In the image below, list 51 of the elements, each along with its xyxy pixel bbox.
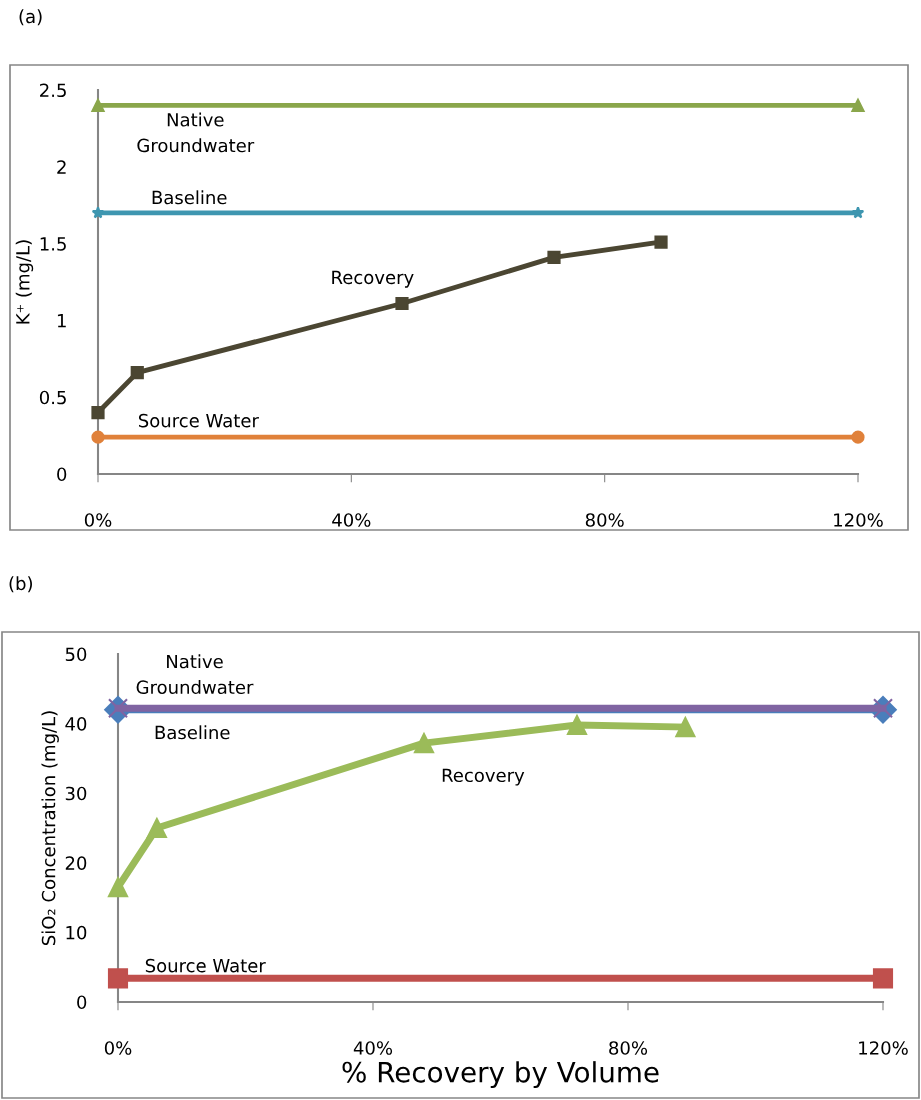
y-tick-label: 1 — [57, 314, 66, 328]
y-tick-label: 30 — [65, 786, 87, 801]
point — [91, 405, 105, 420]
point — [851, 98, 865, 112]
y-tick-label: 40 — [65, 717, 87, 731]
y-tick-label: 2 — [57, 160, 66, 174]
y-tick-label: 0.5 — [39, 390, 66, 405]
point — [107, 968, 129, 989]
point — [130, 366, 144, 380]
y-tick-label: 1.5 — [40, 237, 66, 251]
point — [547, 250, 561, 265]
point — [107, 877, 129, 898]
y-tick-label: 0 — [77, 995, 87, 1010]
series-label: Baseline — [155, 725, 230, 740]
series-label: Source Water — [145, 958, 266, 973]
point — [566, 714, 588, 736]
series-label: Native Groundwater — [136, 654, 254, 695]
point — [91, 206, 105, 219]
x-tick-label: 80% — [609, 1041, 648, 1055]
series-label: Source Water — [138, 413, 259, 428]
x-tick-label: 40% — [353, 1041, 393, 1055]
point — [91, 98, 105, 112]
x-tick-label: 40% — [332, 513, 371, 527]
chart-title: (b) — [9, 576, 32, 593]
y-tick-label: 50 — [65, 647, 87, 662]
point — [413, 733, 435, 754]
point — [872, 968, 894, 989]
y-axis-title: K⁺ (mg/L) — [15, 240, 34, 324]
y-axis-title: SiO₂ Concentration (mg/L) — [41, 711, 59, 946]
x-tick-label: 120% — [859, 1041, 908, 1055]
point — [851, 430, 865, 444]
chart-title: (a) — [19, 9, 42, 26]
series-label: Recovery — [332, 270, 414, 288]
point — [675, 717, 696, 738]
series-label: Native Groundwater — [137, 112, 255, 153]
y-tick-label: 10 — [66, 925, 87, 940]
point — [851, 206, 865, 219]
series-label: Recovery — [442, 768, 525, 786]
point — [395, 296, 409, 311]
point — [91, 430, 105, 444]
y-tick-label: 2.5 — [40, 83, 66, 98]
x-tick-label: 0% — [84, 513, 112, 527]
point — [146, 817, 167, 839]
x-axis-title: % Recovery by Volume — [342, 1061, 659, 1089]
x-tick-label: 120% — [834, 513, 883, 527]
y-tick-label: 20 — [65, 856, 87, 870]
x-tick-label: 0% — [104, 1041, 132, 1055]
y-tick-label: 0 — [57, 467, 67, 482]
x-tick-label: 80% — [585, 513, 624, 527]
series-label: Baseline — [152, 190, 227, 205]
point — [654, 235, 668, 249]
